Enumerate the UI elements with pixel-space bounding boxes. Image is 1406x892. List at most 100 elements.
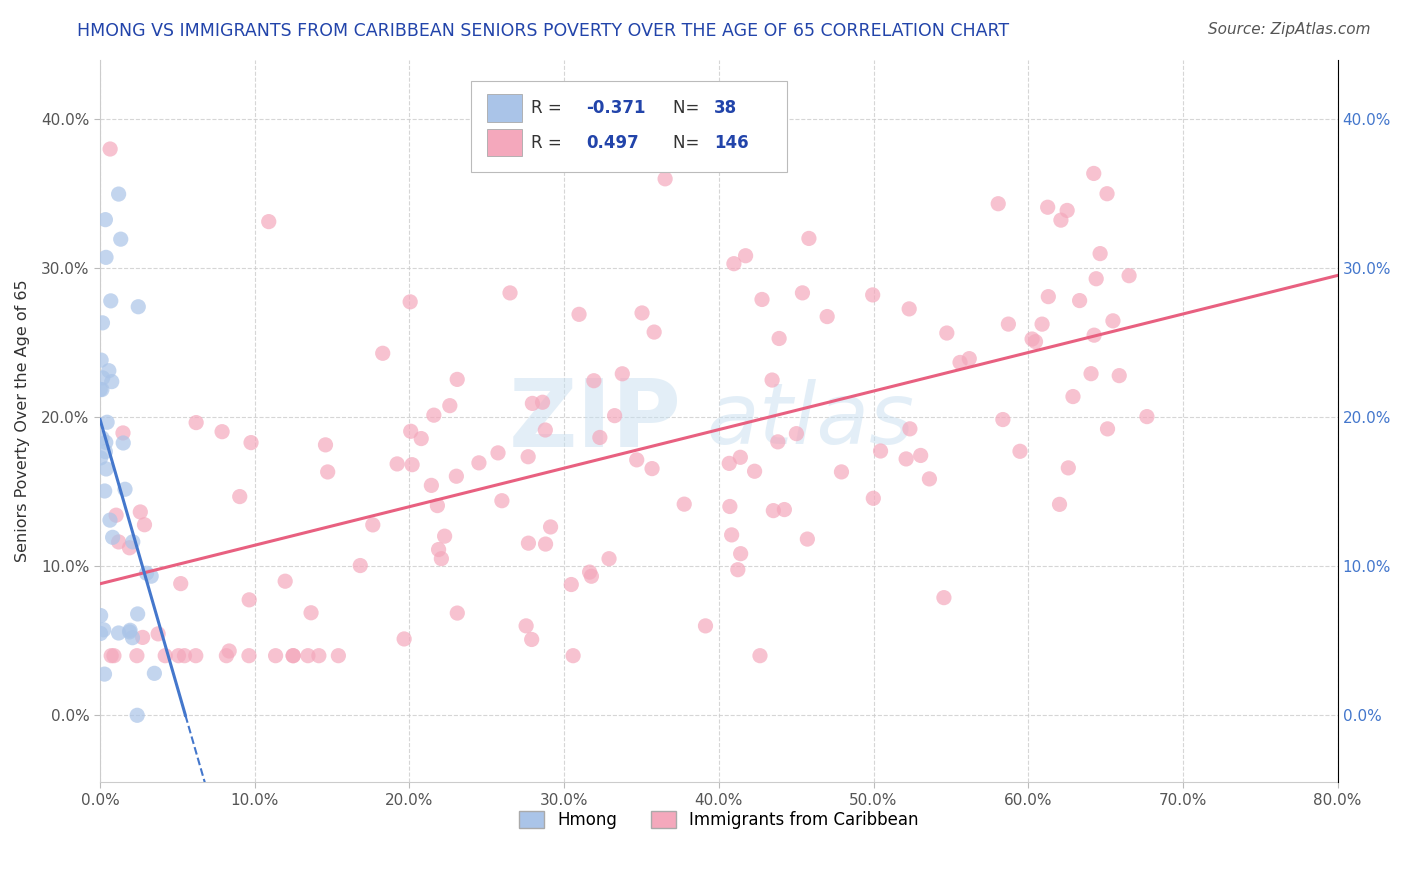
Point [918, 472, 941, 486]
Text: R =: R = [530, 134, 567, 152]
Point [1108, 368, 1130, 383]
Text: Source: ZipAtlas.com: Source: ZipAtlas.com [1208, 22, 1371, 37]
Point [1069, 293, 1091, 308]
Point [423, 408, 446, 422]
Point [695, 619, 717, 633]
Point [723, 257, 745, 271]
Point [1083, 166, 1105, 180]
Point [718, 456, 741, 470]
Text: 0.497: 0.497 [586, 134, 640, 152]
Point [1118, 268, 1140, 283]
Point [283, 648, 305, 663]
Point [90, 383, 112, 397]
Point [131, 631, 153, 645]
Point [127, 607, 149, 621]
Point [98, 513, 121, 527]
Point [1097, 422, 1119, 436]
Point [598, 551, 620, 566]
Point [768, 331, 790, 345]
Point [1008, 444, 1031, 458]
Point [534, 537, 557, 551]
Point [90, 450, 112, 465]
Point [486, 446, 509, 460]
Point [446, 469, 468, 483]
Point [540, 520, 562, 534]
Point [173, 648, 195, 663]
Point [238, 592, 260, 607]
Point [401, 458, 423, 472]
Point [101, 530, 124, 544]
Point [718, 500, 741, 514]
Point [94, 444, 117, 458]
Text: HMONG VS IMMIGRANTS FROM CARIBBEAN SENIORS POVERTY OVER THE AGE OF 65 CORRELATIO: HMONG VS IMMIGRANTS FROM CARIBBEAN SENIO… [77, 22, 1010, 40]
Point [766, 434, 789, 449]
Point [93, 667, 115, 681]
Point [314, 438, 336, 452]
Point [430, 551, 453, 566]
FancyBboxPatch shape [471, 81, 787, 171]
Point [568, 307, 591, 321]
Point [240, 435, 263, 450]
Legend: Hmong, Immigrants from Caribbean: Hmong, Immigrants from Caribbean [512, 804, 925, 836]
Point [97, 364, 120, 378]
Point [1049, 497, 1071, 511]
Point [316, 465, 339, 479]
Point [89, 383, 111, 397]
Point [426, 499, 449, 513]
Point [499, 285, 522, 300]
Point [468, 456, 491, 470]
Point [762, 503, 785, 517]
Point [90, 626, 112, 640]
Point [433, 529, 456, 543]
Bar [488, 95, 522, 121]
Point [100, 293, 122, 308]
Point [446, 606, 468, 620]
Point [720, 528, 742, 542]
Point [105, 508, 128, 523]
Point [93, 483, 115, 498]
Point [520, 632, 543, 647]
Point [264, 648, 287, 663]
Point [491, 493, 513, 508]
Point [815, 310, 838, 324]
Point [238, 648, 260, 663]
Point [522, 396, 544, 410]
Point [730, 547, 752, 561]
Point [1102, 314, 1125, 328]
Text: R =: R = [530, 99, 567, 117]
Point [103, 648, 125, 663]
Point [957, 351, 980, 366]
Point [987, 196, 1010, 211]
Point [257, 214, 280, 228]
Point [643, 325, 665, 339]
Point [935, 326, 957, 340]
Point [581, 569, 603, 583]
Point [562, 648, 585, 663]
Point [110, 232, 132, 246]
Point [143, 666, 166, 681]
Point [603, 409, 626, 423]
Text: 146: 146 [714, 134, 748, 152]
Point [146, 627, 169, 641]
Point [121, 534, 143, 549]
Point [114, 483, 136, 497]
Point [626, 453, 648, 467]
Point [385, 457, 408, 471]
Y-axis label: Seniors Poverty Over the Age of 65: Seniors Poverty Over the Age of 65 [15, 280, 30, 562]
Point [749, 648, 772, 663]
Point [371, 346, 394, 360]
Point [392, 632, 415, 646]
Point [1050, 213, 1073, 227]
Point [517, 536, 540, 550]
Point [186, 416, 208, 430]
Point [785, 426, 807, 441]
Point [129, 505, 152, 519]
Point [399, 424, 422, 438]
Point [167, 648, 190, 663]
Point [534, 423, 557, 437]
Point [1062, 390, 1084, 404]
Point [949, 355, 972, 369]
Point [118, 624, 141, 639]
Point [991, 412, 1014, 426]
Point [215, 648, 238, 663]
